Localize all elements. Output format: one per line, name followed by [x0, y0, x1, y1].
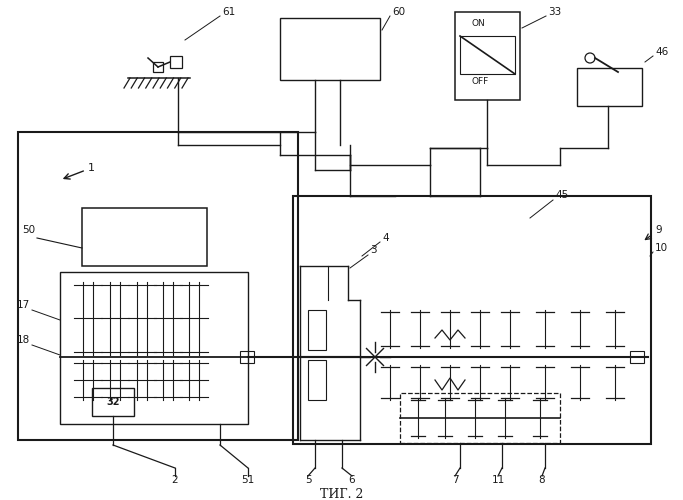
Text: 60: 60 — [392, 7, 405, 17]
Bar — [455, 12, 520, 100]
Text: 17: 17 — [17, 300, 30, 310]
Text: 32: 32 — [107, 397, 120, 407]
Text: 18: 18 — [17, 335, 30, 345]
Text: 5: 5 — [305, 475, 311, 485]
Bar — [577, 68, 642, 106]
Text: 33: 33 — [548, 7, 561, 17]
Bar — [82, 208, 207, 266]
Text: 51: 51 — [241, 475, 255, 485]
Bar — [280, 18, 380, 80]
Text: 10: 10 — [655, 243, 668, 253]
Bar — [240, 351, 254, 363]
Bar — [460, 36, 515, 74]
Text: 46: 46 — [655, 47, 668, 57]
Text: 7: 7 — [451, 475, 458, 485]
Text: 9: 9 — [655, 225, 662, 235]
Text: OFF: OFF — [471, 78, 488, 86]
Text: ΤИГ. 2: ΤИГ. 2 — [320, 488, 363, 500]
Bar — [60, 272, 248, 424]
Text: 50: 50 — [22, 225, 35, 235]
Bar — [308, 360, 326, 400]
Bar — [92, 388, 134, 416]
Bar — [293, 196, 651, 444]
Text: ON: ON — [471, 20, 485, 28]
Text: 6: 6 — [349, 475, 355, 485]
Text: 8: 8 — [539, 475, 545, 485]
Text: 2: 2 — [171, 475, 178, 485]
Bar — [630, 351, 644, 363]
Text: 11: 11 — [491, 475, 505, 485]
Text: 61: 61 — [222, 7, 235, 17]
Text: 1: 1 — [88, 163, 95, 173]
Text: 45: 45 — [555, 190, 568, 200]
Text: 4: 4 — [382, 233, 389, 243]
Bar — [170, 56, 182, 68]
Text: 3: 3 — [370, 245, 376, 255]
Bar — [308, 310, 326, 350]
Bar — [400, 393, 560, 443]
Bar — [153, 62, 163, 72]
Bar — [18, 132, 298, 440]
